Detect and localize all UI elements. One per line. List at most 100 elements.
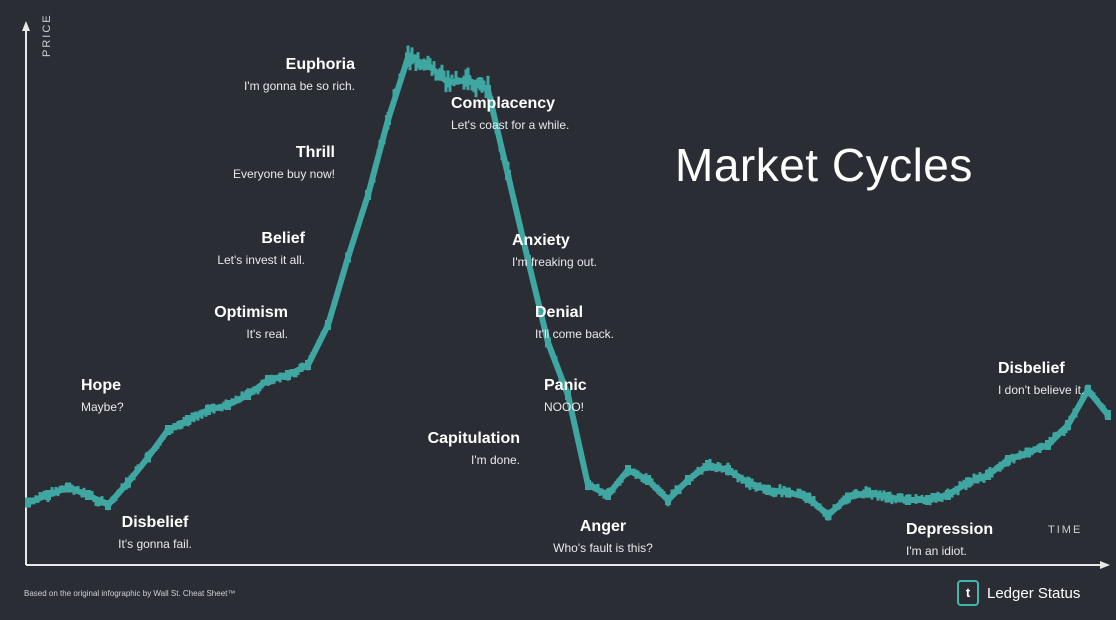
- price-tick: [730, 468, 734, 474]
- price-tick: [626, 468, 630, 477]
- price-tick: [1084, 386, 1088, 396]
- price-tick: [542, 324, 546, 330]
- brand-logo[interactable]: t Ledger Status: [957, 580, 1080, 606]
- price-tick: [650, 478, 654, 488]
- price-tick: [1046, 441, 1050, 447]
- price-tick: [1106, 412, 1110, 420]
- annotation-subtitle: Who's fault is this?: [553, 541, 653, 555]
- price-tick: [282, 372, 286, 380]
- price-tick: [538, 305, 542, 310]
- annotation-subtitle: I'm done.: [471, 453, 520, 467]
- price-tick: [274, 375, 278, 382]
- annotation-title: Disbelief: [121, 514, 189, 531]
- annotation-subtitle: It's real.: [246, 327, 288, 341]
- price-tick: [464, 69, 468, 87]
- price-tick: [42, 490, 46, 499]
- price-tick: [220, 405, 224, 412]
- price-tick: [646, 475, 650, 484]
- price-tick: [232, 398, 236, 406]
- price-tick: [758, 482, 762, 490]
- price-tick: [832, 504, 836, 513]
- price-tick: [828, 510, 832, 521]
- price-tick: [80, 489, 84, 498]
- price-tick: [752, 484, 756, 490]
- price-tick: [638, 472, 642, 478]
- price-tick: [1040, 442, 1044, 449]
- price-tick: [996, 464, 1000, 469]
- price-tick: [672, 489, 676, 494]
- annotation-subtitle: Let's invest it all.: [217, 253, 305, 267]
- annotation-title: Belief: [261, 230, 305, 247]
- price-tick: [62, 487, 66, 493]
- annotation-disbelief-1: Disbelief It's gonna fail.: [100, 514, 210, 551]
- price-tick: [896, 493, 900, 501]
- annotation-belief: Belief Let's invest it all.: [190, 230, 305, 267]
- price-tick: [676, 485, 680, 493]
- annotation-title: Hope: [81, 377, 121, 394]
- price-tick: [900, 493, 904, 501]
- price-tick: [26, 499, 30, 507]
- price-tick: [94, 496, 98, 506]
- price-tick: [604, 489, 608, 495]
- price-tick: [698, 467, 702, 472]
- price-tick: [548, 344, 552, 354]
- annotation-hope: Hope Maybe?: [81, 377, 124, 414]
- price-tick: [534, 288, 538, 298]
- price-tick: [878, 490, 882, 499]
- price-tick: [334, 295, 338, 305]
- annotation-title: Complacency: [451, 95, 556, 112]
- price-tick: [906, 495, 910, 502]
- price-tick: [474, 79, 478, 98]
- price-tick: [1010, 453, 1014, 460]
- annotation-subtitle: It's gonna fail.: [118, 537, 192, 551]
- price-tick: [688, 476, 692, 482]
- price-tick: [1020, 454, 1024, 459]
- price-tick: [272, 375, 276, 384]
- price-tick: [800, 490, 804, 499]
- price-tick: [852, 490, 856, 500]
- price-tick: [914, 494, 918, 504]
- price-tick: [1090, 390, 1094, 399]
- price-tick: [484, 89, 488, 98]
- price-tick: [1062, 426, 1066, 436]
- price-tick: [422, 58, 426, 71]
- price-tick: [862, 489, 866, 499]
- price-tick: [1008, 457, 1012, 463]
- price-tick: [850, 492, 854, 497]
- price-tick: [764, 488, 768, 493]
- price-tick: [336, 287, 340, 297]
- price-tick: [656, 484, 660, 495]
- price-tick: [252, 386, 256, 395]
- price-tick: [280, 372, 284, 379]
- axes: PRICE TIME: [22, 13, 1110, 569]
- price-tick: [116, 489, 120, 498]
- price-tick: [258, 385, 262, 392]
- price-tick: [612, 486, 616, 493]
- price-tick: [840, 497, 844, 504]
- price-tick: [820, 508, 824, 514]
- price-tick: [858, 493, 862, 498]
- price-tick: [816, 504, 820, 511]
- price-tick: [324, 323, 328, 330]
- annotation-title: Depression: [906, 521, 994, 538]
- price-tick: [444, 77, 448, 93]
- price-tick: [118, 490, 122, 496]
- price-tick: [554, 356, 558, 367]
- price-tick: [968, 477, 972, 488]
- price-tick: [1086, 385, 1090, 393]
- price-tick: [184, 418, 188, 426]
- price-tick: [414, 54, 418, 71]
- price-tick: [504, 167, 508, 172]
- price-tick: [486, 83, 490, 93]
- price-tick: [608, 487, 612, 494]
- price-tick: [38, 492, 42, 500]
- price-tick: [620, 474, 624, 483]
- price-tick: [346, 256, 350, 263]
- price-tick: [40, 492, 44, 500]
- price-tick: [322, 330, 326, 335]
- price-tick: [330, 308, 334, 319]
- price-tick: [966, 480, 970, 488]
- price-tick: [782, 486, 786, 494]
- price-tick: [226, 400, 230, 410]
- price-tick: [230, 398, 234, 406]
